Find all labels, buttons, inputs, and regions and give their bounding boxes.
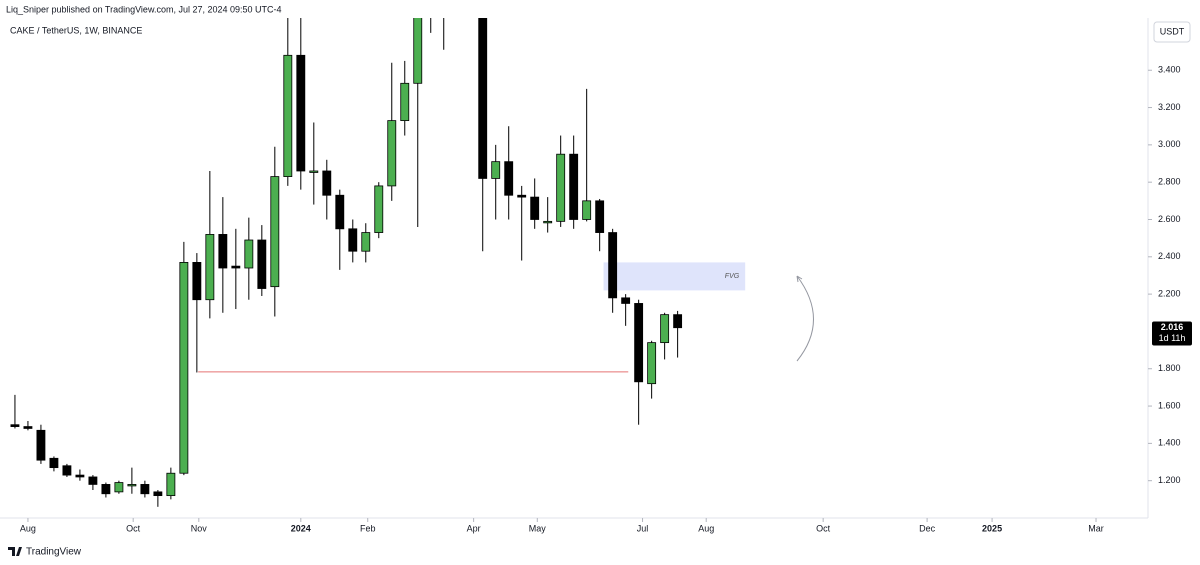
candle-body: [205, 234, 215, 301]
candle-body: [166, 472, 176, 497]
y-tick-label: 2.200: [1158, 288, 1181, 298]
x-tick-label: Oct: [126, 523, 141, 533]
footer-brand: TradingView: [26, 547, 82, 558]
y-tick-label: 3.400: [1158, 65, 1181, 75]
candle-body: [647, 342, 657, 385]
unit-box: [1153, 21, 1191, 43]
candle-body: [400, 82, 410, 122]
y-axis-label: USDT: [1160, 26, 1185, 36]
candle-body: [634, 303, 644, 383]
x-tick-label: Jul: [637, 523, 649, 533]
logo: [8, 547, 22, 556]
x-tick-label: Nov: [191, 523, 208, 533]
candle-body: [140, 484, 150, 495]
candle-body: [413, 18, 423, 84]
x-tick-label: Aug: [20, 523, 36, 533]
candle-body: [244, 239, 254, 269]
candle-body: [478, 18, 488, 179]
candle-body: [595, 200, 605, 233]
price-tag-value: 2.016: [1161, 322, 1184, 332]
candle-body: [491, 161, 501, 179]
candle-body: [218, 234, 228, 269]
candle-body: [374, 185, 384, 233]
candle-body: [179, 262, 189, 474]
fvg-label: FVG: [725, 273, 740, 280]
candle-body: [23, 426, 33, 429]
candle-body: [75, 474, 85, 478]
candle-body: [660, 314, 670, 344]
candle-body: [348, 228, 358, 252]
x-tick-label: May: [529, 523, 547, 533]
candle-body: [335, 194, 345, 230]
candle-body: [309, 170, 319, 173]
candle-body: [283, 54, 293, 177]
candle-body: [153, 491, 163, 497]
x-tick-label: Feb: [360, 523, 376, 533]
candle-body: [114, 482, 124, 493]
candle-body: [322, 170, 332, 196]
candle-body: [361, 232, 371, 252]
candle-body: [192, 262, 202, 301]
arrow: [796, 275, 814, 362]
candle-body: [101, 484, 111, 495]
candle-body: [504, 161, 514, 196]
candle-body: [621, 297, 631, 304]
candle-body: [387, 120, 397, 187]
plot-area: [10, 18, 746, 507]
candle-body: [36, 429, 46, 461]
x-tick-label: Mar: [1088, 523, 1104, 533]
x-tick-label: 2025: [982, 523, 1002, 533]
candle-body: [257, 239, 267, 289]
candle-body: [517, 194, 527, 198]
publisher: Liq_Sniper published on TradingView.com,…: [6, 4, 282, 14]
candle-body: [231, 265, 241, 269]
candle-body: [49, 457, 59, 469]
y-tick-label: 2.400: [1158, 251, 1181, 261]
y-tick-label: 1.400: [1158, 438, 1181, 448]
candle-body: [556, 153, 566, 222]
candle-body: [296, 54, 306, 172]
y-tick-label: 1.800: [1158, 363, 1181, 373]
y-tick-label: 2.800: [1158, 177, 1181, 187]
x-tick-label: Dec: [919, 523, 936, 533]
candle-body: [62, 465, 72, 476]
y-tick-label: 2.600: [1158, 214, 1181, 224]
candle-body: [530, 196, 540, 220]
chart-title: CAKE / TetherUS, 1W, BINANCE: [10, 25, 142, 35]
y-tick-label: 3.200: [1158, 102, 1181, 112]
y-tick-label: 1.200: [1158, 475, 1181, 485]
price-tag: [1152, 321, 1192, 346]
candle-body: [10, 424, 20, 427]
x-tick-label: Oct: [816, 523, 831, 533]
x-tick-label: 2024: [291, 523, 311, 533]
candle-body: [673, 314, 683, 329]
candle-body: [608, 232, 618, 299]
x-tick-label: Aug: [698, 523, 714, 533]
price-tag-countdown: 1d 11h: [1159, 333, 1186, 343]
candle-body: [88, 476, 98, 485]
candle-body: [569, 153, 579, 220]
y-tick-label: 3.000: [1158, 139, 1181, 149]
y-tick-label: 1.600: [1158, 400, 1181, 410]
candle-body: [582, 200, 592, 220]
candle-body: [543, 220, 553, 224]
x-tick-label: Apr: [467, 523, 481, 533]
fvg-zone: [603, 262, 746, 291]
candle-body: [270, 176, 280, 288]
candle-body: [127, 484, 137, 487]
